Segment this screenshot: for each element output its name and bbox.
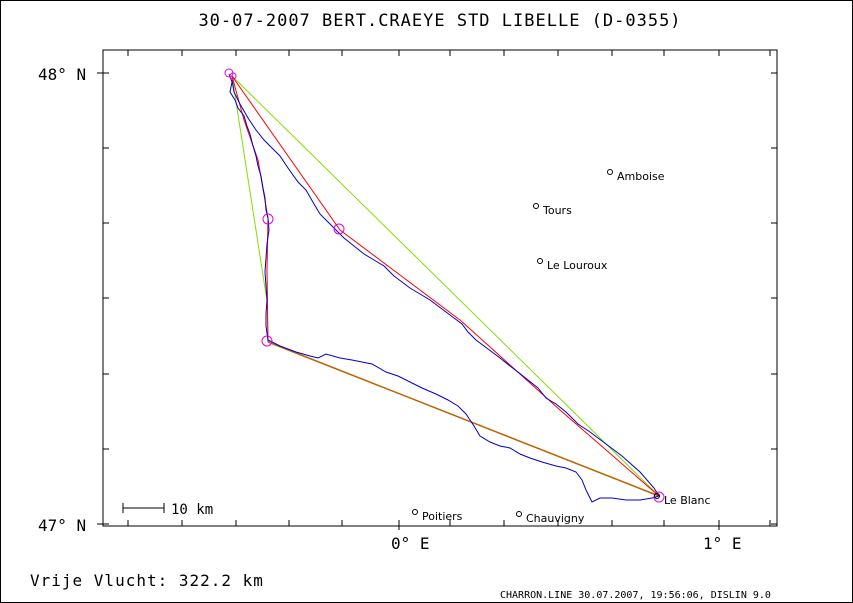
turnpoint-2: [333, 223, 345, 235]
scale-bar: 10 km: [122, 502, 213, 518]
turnpoint-3: [261, 335, 273, 347]
task-leg-orange: [267, 341, 660, 497]
city-le-louroux: Le Louroux: [537, 258, 608, 272]
city-tours: Tours: [533, 203, 572, 217]
city-chauvigny: Chauvigny: [516, 511, 585, 525]
svg-text:Le Louroux: Le Louroux: [547, 259, 608, 272]
lon-label-0: 0° E: [391, 534, 430, 553]
lat-label-bottom: 47° N: [38, 516, 86, 535]
lat-label-top: 48° N: [38, 65, 86, 84]
svg-text:Chauvigny: Chauvigny: [526, 512, 585, 525]
svg-text:Le Blanc: Le Blanc: [664, 494, 711, 507]
turnpoint-1: [262, 213, 274, 225]
closing-line: [231, 75, 660, 497]
city-amboise: Amboise: [607, 169, 665, 183]
gps-track: [228, 73, 660, 503]
task-line-return: [231, 75, 660, 497]
city-le-blanc: Le Blanc: [654, 493, 711, 507]
turnpoint-4: [653, 491, 665, 503]
map-title: 30-07-2007 BERT.CRAEYE STD LIBELLE (D-03…: [198, 11, 681, 31]
scale-bar-label: 10 km: [171, 502, 213, 518]
plot-frame: [102, 49, 778, 527]
task-line: [231, 75, 269, 343]
svg-text:Amboise: Amboise: [617, 170, 665, 183]
svg-text:Poitiers: Poitiers: [422, 510, 463, 523]
turnpoint-start-2: [229, 72, 237, 80]
axis-ticks: [97, 50, 777, 530]
city-poitiers: Poitiers: [412, 509, 463, 523]
lon-label-1: 1° E: [703, 534, 742, 553]
svg-text:Tours: Tours: [542, 204, 572, 217]
software-credit: CHARRON.LINE 30.07.2007, 19:56:06, DISLI…: [500, 590, 771, 601]
distance-summary: Vrije Vlucht: 322.2 km: [30, 571, 264, 590]
